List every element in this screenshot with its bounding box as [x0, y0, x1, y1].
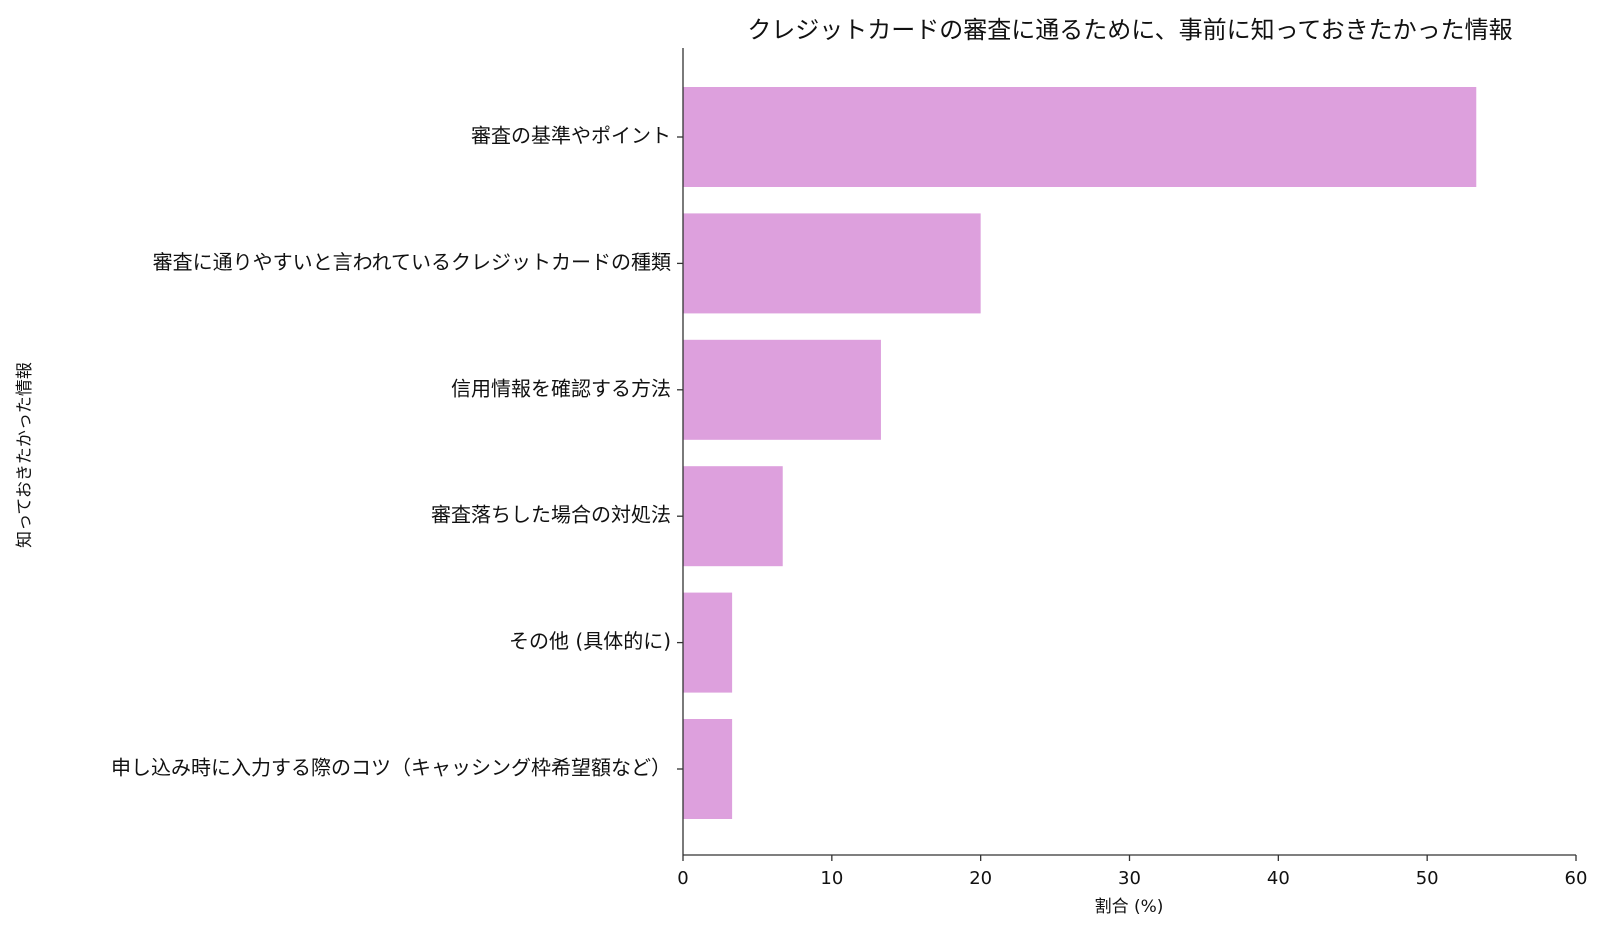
bar [683, 466, 783, 567]
x-tick-label: 40 [1267, 868, 1290, 889]
x-ticks: 0 10 20 30 40 50 60 [677, 855, 1587, 889]
category-label: 審査の基準やポイント [471, 124, 671, 148]
category-label: 審査に通りやすいと言われているクレジットカードの種類 [153, 250, 671, 274]
category-label: その他 (具体的に) [509, 629, 671, 653]
x-tick-label: 60 [1565, 868, 1588, 889]
x-tick-label: 20 [969, 868, 992, 889]
bar [683, 592, 733, 693]
x-tick-label: 0 [677, 868, 688, 889]
bar [683, 719, 733, 819]
bars-group [683, 87, 1477, 819]
y-axis-label: 知っておきたかった情報 [15, 362, 35, 548]
x-tick-label: 30 [1118, 868, 1141, 889]
x-tick-label: 10 [820, 868, 843, 889]
x-axis-label: 割合 (%) [1095, 897, 1164, 917]
category-labels: 審査の基準やポイント審査に通りやすいと言われているクレジットカードの種類信用情報… [111, 124, 683, 780]
x-tick-label: 50 [1416, 868, 1439, 889]
bar [683, 339, 881, 440]
chart-title: クレジットカードの審査に通るために、事前に知っておきたかった情報 [747, 16, 1512, 44]
category-label: 申し込み時に入力する際のコツ（キャッシング枠希望額など） [111, 756, 671, 780]
category-label: 審査落ちした場合の対処法 [431, 503, 671, 527]
category-label: 信用情報を確認する方法 [451, 376, 671, 400]
bar [683, 213, 981, 314]
bar [683, 87, 1477, 187]
